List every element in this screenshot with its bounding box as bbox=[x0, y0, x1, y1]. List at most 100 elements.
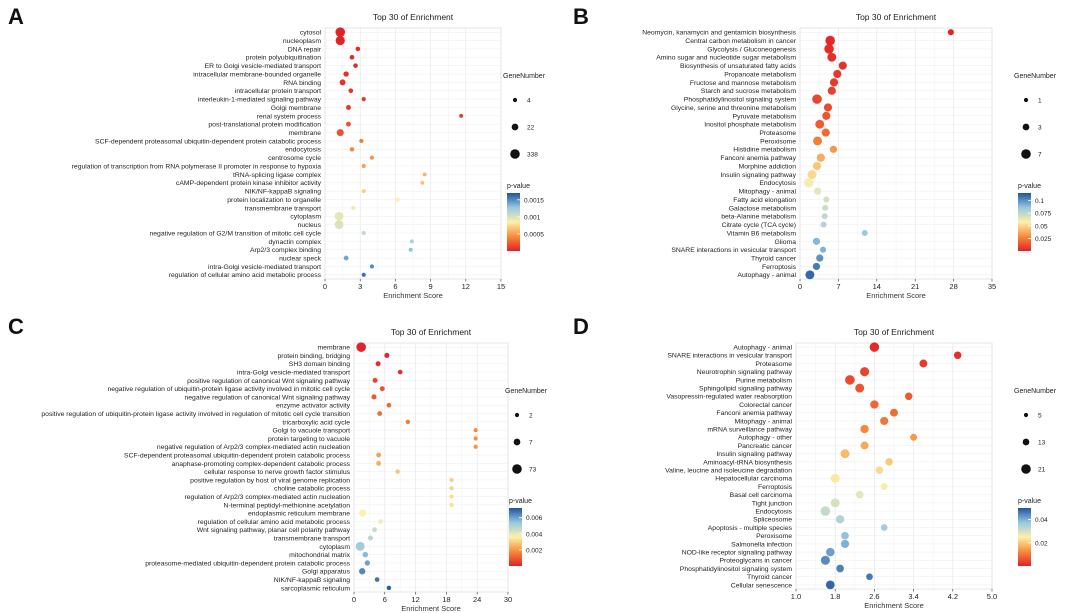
color-legend-label: 0.0005 bbox=[524, 231, 544, 238]
y-term-label: DNA repair bbox=[288, 46, 322, 53]
y-term-label: mitochondrial matrix bbox=[289, 552, 350, 559]
data-point bbox=[372, 377, 378, 383]
y-term-label: cytoplasm bbox=[319, 544, 350, 551]
data-point bbox=[822, 204, 829, 211]
y-term-label: tRNA-splicing ligase complex bbox=[233, 172, 322, 179]
y-term-label: Inositol phosphate metabolism bbox=[704, 122, 796, 129]
y-term-label: Pyruvate metabolism bbox=[733, 113, 797, 120]
x-tick-label: 12 bbox=[411, 595, 419, 604]
y-term-label: nucleus bbox=[298, 222, 322, 229]
color-legend-bar bbox=[1018, 508, 1031, 566]
y-term-label: Wnt signaling pathway, planar cell polar… bbox=[197, 527, 351, 534]
size-legend-dot bbox=[1021, 149, 1031, 159]
data-point bbox=[910, 433, 918, 441]
y-term-label: transmembrane transport bbox=[274, 535, 350, 542]
data-point bbox=[362, 551, 369, 558]
data-point bbox=[855, 490, 864, 499]
y-term-label: Spliceosome bbox=[753, 517, 792, 524]
size-legend-label: 7 bbox=[529, 440, 533, 447]
data-point bbox=[384, 352, 390, 358]
data-point bbox=[821, 213, 828, 220]
x-tick-label: 0 bbox=[323, 282, 327, 291]
y-term-label: Autophagy - animal bbox=[733, 345, 792, 352]
x-tick-label: 0 bbox=[352, 595, 356, 604]
data-point bbox=[395, 197, 400, 202]
data-point bbox=[395, 469, 400, 474]
size-legend-title: GeneNumber bbox=[1014, 73, 1057, 80]
size-legend-title: GeneNumber bbox=[503, 73, 546, 80]
y-term-label: Biosynthesis of unsaturated fatty acids bbox=[680, 63, 797, 70]
data-point bbox=[379, 386, 385, 392]
y-term-label: Valine, leucine and isoleucine degradati… bbox=[665, 468, 792, 475]
y-term-label: transmembrane transport bbox=[245, 205, 321, 212]
y-term-label: Fructose and mannose metabolism bbox=[690, 80, 796, 87]
y-term-label: SCF-dependent proteasomal ubiquitin-depe… bbox=[95, 138, 322, 145]
panel-A: A Top 30 of Enrichment 0 3 6 9 12 15 Enrichment … bbox=[8, 4, 546, 300]
y-term-label: NOD-like receptor signaling pathway bbox=[682, 550, 793, 557]
chart-title: Top 30 of Enrichment bbox=[373, 12, 454, 22]
y-term-label: Endocytosis bbox=[755, 509, 792, 516]
data-point bbox=[825, 35, 835, 46]
x-tick-label: 3 bbox=[358, 282, 362, 291]
y-term-label: membrane bbox=[318, 345, 351, 352]
y-term-label: intra-Golgi vesicle-mediated transport bbox=[237, 369, 350, 376]
y-term-label: RNA binding bbox=[283, 80, 321, 87]
panel-label: B bbox=[573, 4, 589, 29]
y-term-label: endocytosis bbox=[285, 147, 321, 154]
data-point bbox=[348, 88, 354, 94]
data-point bbox=[334, 220, 344, 229]
data-point bbox=[880, 483, 888, 490]
y-term-label: SNARE interactions in vesicular transpor… bbox=[667, 353, 792, 360]
x-axis-label: Enrichment Score bbox=[401, 604, 461, 613]
data-point bbox=[422, 172, 427, 177]
data-point bbox=[420, 180, 425, 185]
data-point bbox=[449, 502, 454, 507]
data-point bbox=[822, 111, 831, 120]
y-term-label: Fanconi anemia pathway bbox=[716, 410, 792, 417]
y-term-label: mRNA surveillance pathway bbox=[707, 427, 792, 434]
data-point bbox=[364, 560, 371, 566]
x-axis-label: Enrichment Score bbox=[864, 601, 924, 610]
y-term-label: beta-Alanine metabolism bbox=[721, 214, 796, 221]
color-legend-label: 0.006 bbox=[526, 515, 543, 522]
data-point bbox=[825, 580, 835, 590]
size-legend-label: 2 bbox=[529, 413, 533, 420]
size-legend-dot bbox=[512, 97, 518, 103]
data-point bbox=[803, 177, 814, 188]
data-point bbox=[361, 189, 366, 194]
data-point bbox=[449, 494, 454, 499]
y-term-label: proteasome-mediated ubiquitin-dependent … bbox=[145, 560, 350, 567]
x-tick-label: 5.0 bbox=[987, 592, 997, 601]
x-tick-label: 30 bbox=[504, 595, 512, 604]
data-point bbox=[904, 392, 913, 401]
data-point bbox=[885, 458, 893, 466]
y-term-label: Sphingolipid signaling pathway bbox=[699, 386, 793, 393]
data-point bbox=[820, 506, 831, 516]
y-term-label: Golgi apparatus bbox=[302, 569, 351, 576]
y-term-label: Proteoglycans in cancer bbox=[719, 558, 792, 565]
data-point bbox=[953, 351, 962, 360]
y-term-label: tricarboxylic acid cycle bbox=[282, 419, 350, 426]
data-point bbox=[408, 247, 413, 252]
y-term-label: Glycine, serine and threonine metabolism bbox=[671, 105, 796, 112]
data-point bbox=[805, 270, 815, 280]
data-point bbox=[820, 555, 830, 565]
x-tick-label: 35 bbox=[988, 282, 996, 291]
size-legend-dot bbox=[512, 464, 522, 474]
y-term-label: post-translational protein modification bbox=[208, 122, 321, 129]
y-term-label: Aminoacyl-tRNA biosynthesis bbox=[703, 459, 792, 466]
data-point bbox=[816, 153, 825, 162]
y-term-label: intra-Golgi vesicle-mediated transport bbox=[208, 264, 321, 271]
y-term-label: renal system process bbox=[257, 113, 322, 120]
data-point bbox=[812, 262, 821, 271]
data-point bbox=[869, 342, 880, 352]
x-tick-label: 14 bbox=[873, 282, 881, 291]
data-point bbox=[351, 205, 356, 210]
y-term-label: Glioma bbox=[774, 239, 796, 246]
x-tick-label: 21 bbox=[911, 282, 919, 291]
data-point bbox=[823, 103, 833, 112]
data-point bbox=[824, 44, 834, 54]
color-legend-label: 0.025 bbox=[1035, 236, 1052, 243]
y-term-label: Proteasome bbox=[755, 361, 792, 368]
y-term-label: Basal cell carcinoma bbox=[730, 492, 793, 499]
